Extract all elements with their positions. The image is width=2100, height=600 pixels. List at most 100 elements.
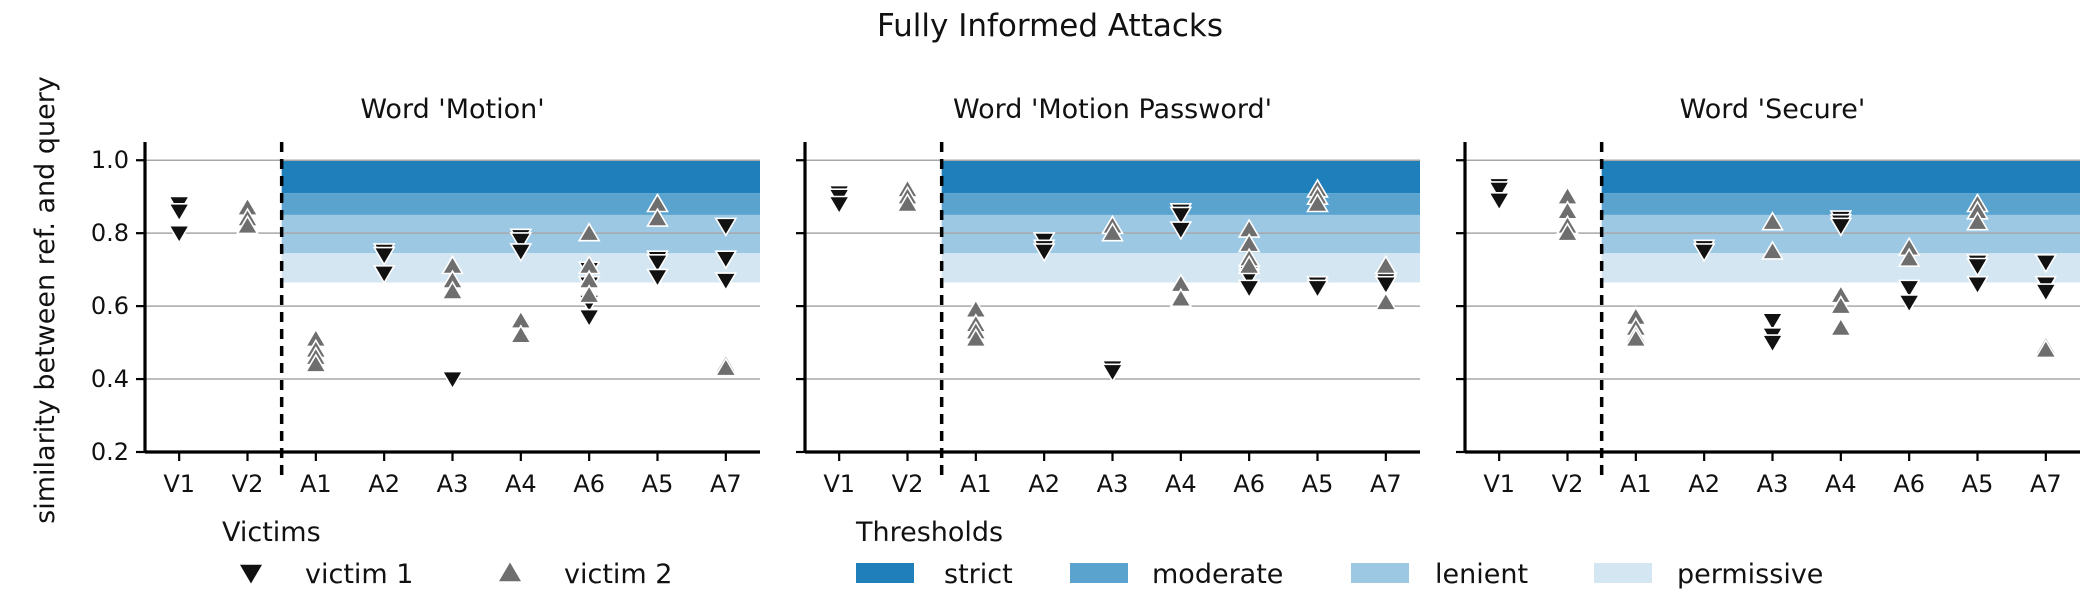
data-point-victim-2 <box>646 207 669 227</box>
x-tick-label: A2 <box>1028 470 1060 498</box>
data-point-victim-2 <box>1761 211 1784 231</box>
data-point-victim-2 <box>577 222 601 242</box>
data-point-victim-1 <box>1101 363 1124 383</box>
x-tick-label: A7 <box>710 470 742 498</box>
x-tick-label: A2 <box>1688 470 1720 498</box>
x-tick-label: V2 <box>1552 470 1584 498</box>
legend-marker-victim-2 <box>499 562 521 582</box>
data-point-victim-1 <box>1374 275 1398 296</box>
legend-label: victim 2 <box>564 559 672 590</box>
data-point-victim-2 <box>1374 254 1398 275</box>
x-tick-label: V1 <box>163 470 195 498</box>
data-point-victim-1 <box>1966 275 1989 296</box>
panel-1: 0.2 0.4 0.6 0.8 1.0 V1 V2 A1 A2 A3 A4 A6 A5 A7 Word 'M… <box>91 94 760 498</box>
data-point-victim-1 <box>1169 221 1193 241</box>
y-tick-label: 0.2 <box>91 438 129 466</box>
data-point-victim-2 <box>1169 287 1193 308</box>
data-point-victim-1 <box>509 232 533 252</box>
data-point-victim-1 <box>646 268 669 289</box>
x-tick-label: A4 <box>1165 470 1197 498</box>
threshold-band-moderate <box>1601 193 2080 215</box>
data-point-victim-1 <box>646 254 669 274</box>
legend-swatch-moderate <box>1070 563 1128 583</box>
data-point-victim-1 <box>372 246 396 267</box>
data-point-victim-1 <box>1032 243 1056 263</box>
panel-title: Word 'Motion' <box>360 94 544 125</box>
panels: 0.2 0.4 0.6 0.8 1.0 V1 V2 A1 A2 A3 A4 A6 A5 A7 Word 'M… <box>91 94 2080 498</box>
data-point-victim-1 <box>1897 279 1921 299</box>
data-point-victim-2 <box>441 280 464 300</box>
data-point-victim-2 <box>714 357 738 377</box>
data-point-victim-1 <box>1761 312 1784 332</box>
legend-swatch-strict <box>856 563 914 583</box>
data-point-victim-2 <box>1306 192 1329 213</box>
data-point-victim-1 <box>1237 279 1261 299</box>
threshold-band-strict <box>1601 160 2080 194</box>
data-point-victim-2 <box>1624 327 1648 348</box>
data-point-victim-2 <box>1374 291 1398 311</box>
x-tick-label: A7 <box>2030 470 2062 498</box>
data-point-victim-2 <box>304 353 328 373</box>
legend-label: permissive <box>1677 559 1823 590</box>
threshold-band-strict <box>281 160 760 194</box>
data-point-victim-1 <box>372 264 396 285</box>
data-point-victim-2 <box>1966 211 1989 231</box>
x-tick-label: A5 <box>1302 470 1334 498</box>
x-tick-label: A1 <box>300 470 332 498</box>
y-tick-label: 1.0 <box>91 146 129 174</box>
x-tick-label: A6 <box>1233 470 1265 498</box>
threshold-band-strict <box>941 160 1420 194</box>
data-point-victim-1 <box>1169 206 1193 227</box>
data-point-victim-2 <box>1829 316 1853 337</box>
legend-label: victim 1 <box>305 559 413 590</box>
data-point-victim-2 <box>236 214 259 235</box>
data-point-victim-2 <box>1829 295 1853 315</box>
x-tick-label: A6 <box>573 470 605 498</box>
x-tick-label: A4 <box>1825 470 1857 498</box>
x-tick-label: A4 <box>505 470 537 498</box>
x-tick-label: V1 <box>1483 470 1515 498</box>
x-tick-label: A5 <box>642 470 674 498</box>
data-point-victim-2 <box>1761 240 1784 260</box>
data-point-victim-2 <box>1101 222 1124 242</box>
data-point-victim-1 <box>1829 217 1853 237</box>
x-tick-label: V2 <box>232 470 264 498</box>
figure-title: Fully Informed Attacks <box>877 8 1223 44</box>
data-point-victim-2 <box>2034 338 2058 359</box>
legend-victims-title: Victims <box>222 517 321 548</box>
x-tick-label: A6 <box>1893 470 1925 498</box>
legend-thresholds-title: Thresholds <box>855 517 1003 548</box>
data-point-victim-2 <box>1556 222 1579 242</box>
x-tick-label: A3 <box>1757 470 1789 498</box>
data-point-victim-2 <box>1897 247 1921 268</box>
x-tick-label: A5 <box>1962 470 1994 498</box>
panel-3: V1 V2 A1 A2 A3 A4 A6 A5 A7 Word 'Secure' <box>1456 94 2080 498</box>
x-tick-label: A3 <box>1097 470 1129 498</box>
legend-swatch-permissive <box>1594 563 1652 583</box>
panel-title: Word 'Secure' <box>1680 94 1866 125</box>
x-tick-label: A1 <box>960 470 992 498</box>
x-tick-label: V2 <box>892 470 924 498</box>
y-tick-label: 0.4 <box>91 365 129 393</box>
data-point-victim-1 <box>1692 243 1716 263</box>
data-point-victim-1 <box>827 195 851 216</box>
legend-label: lenient <box>1435 559 1528 590</box>
data-point-victim-1 <box>714 217 738 237</box>
data-point-victim-1 <box>1487 181 1511 201</box>
data-point-victim-1 <box>1306 279 1329 299</box>
legend-label: moderate <box>1152 559 1283 590</box>
data-point-victim-1 <box>577 308 601 329</box>
x-tick-label: V1 <box>823 470 855 498</box>
data-point-victim-1 <box>167 224 191 245</box>
y-tick-label: 0.6 <box>91 292 129 320</box>
data-point-victim-1 <box>441 370 464 391</box>
y-tick-label: 0.8 <box>91 219 129 247</box>
data-point-victim-1 <box>167 202 191 223</box>
data-point-victim-1 <box>2034 283 2058 303</box>
data-point-victim-2 <box>964 327 988 348</box>
x-tick-label: A2 <box>368 470 400 498</box>
legend-swatch-lenient <box>1351 563 1409 583</box>
x-tick-label: A3 <box>437 470 469 498</box>
legend-marker-victim-1 <box>240 564 262 584</box>
data-point-victim-1 <box>714 250 738 270</box>
